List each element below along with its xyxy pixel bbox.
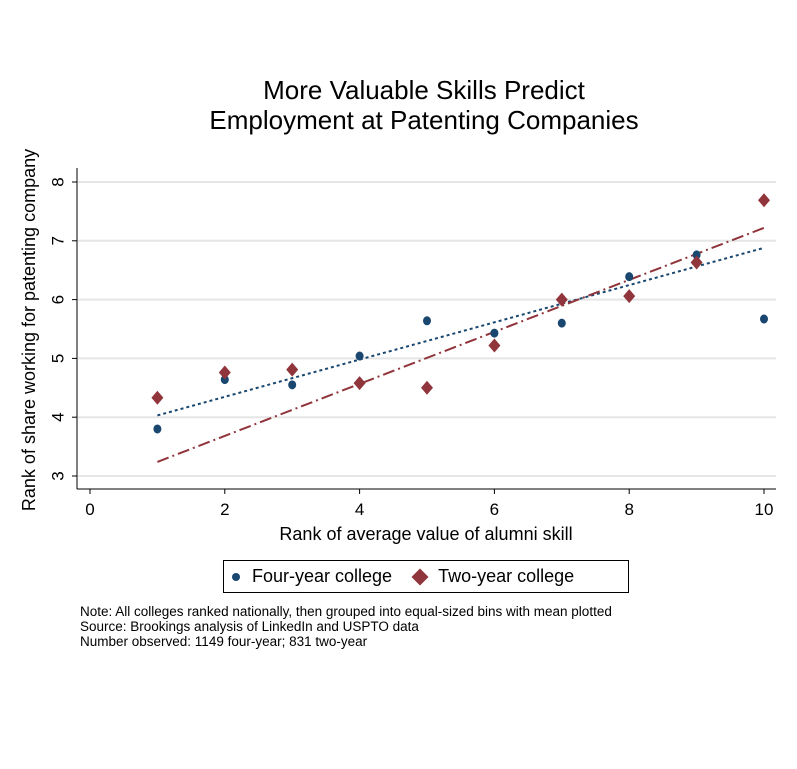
x-tick-label: 0: [85, 500, 94, 519]
x-tick-label: 2: [220, 500, 229, 519]
legend-item-two-year: Two-year college: [411, 566, 575, 587]
x-tick-label: 4: [355, 500, 364, 519]
y-tick-label: 7: [49, 236, 68, 245]
two-year-point: [353, 376, 366, 391]
four-year-point: [355, 351, 364, 361]
circle-marker-icon: [232, 572, 240, 581]
four-year-point: [760, 314, 768, 324]
two-year-fit-line: [157, 226, 765, 463]
y-tick-label: 3: [49, 471, 68, 480]
legend-label: Two-year college: [438, 566, 575, 586]
two-year-point: [151, 390, 164, 405]
x-tick-label: 10: [755, 500, 774, 519]
two-year-point: [286, 362, 299, 377]
x-axis-label: Rank of average value of alumni skill: [279, 524, 572, 544]
y-tick-label: 4: [49, 412, 68, 421]
y-tick-label: 8: [49, 177, 68, 186]
note-line: Note: All colleges ranked nationally, th…: [80, 604, 612, 619]
four-year-point: [692, 250, 701, 260]
x-tick-label: 6: [490, 500, 499, 519]
four-year-point: [490, 328, 499, 338]
legend: Four-year college Two-year college: [223, 560, 629, 593]
y-tick-label: 5: [49, 354, 68, 363]
two-year-point: [488, 338, 501, 353]
two-year-point: [758, 193, 770, 208]
two-year-point: [623, 289, 636, 304]
four-year-point: [220, 375, 229, 385]
four-year-point: [625, 272, 634, 282]
two-year-point: [555, 292, 568, 307]
observations-line: Number observed: 1149 four-year; 831 two…: [80, 634, 368, 649]
four-year-point: [153, 424, 162, 434]
chart-title-line-1: More Valuable Skills Predict: [263, 75, 586, 105]
x-tick-label: 8: [624, 500, 633, 519]
four-year-fit-line: [157, 246, 765, 417]
chart-title-line-2: Employment at Patenting Companies: [209, 105, 638, 135]
four-year-point: [288, 380, 297, 390]
legend-label: Four-year college: [252, 566, 393, 586]
two-year-point: [690, 255, 703, 270]
diamond-marker-icon: [411, 568, 429, 585]
two-year-point: [421, 380, 433, 395]
four-year-point: [423, 316, 431, 326]
two-year-point: [218, 365, 231, 380]
y-tick-label: 6: [49, 295, 68, 304]
chart-notes: Note: All colleges ranked nationally, th…: [80, 604, 612, 649]
source-line: Source: Brookings analysis of LinkedIn a…: [80, 619, 419, 634]
legend-item-four-year: Four-year college: [232, 566, 392, 587]
four-year-point: [557, 318, 566, 328]
y-axis-label: Rank of share working for patenting comp…: [19, 149, 39, 511]
